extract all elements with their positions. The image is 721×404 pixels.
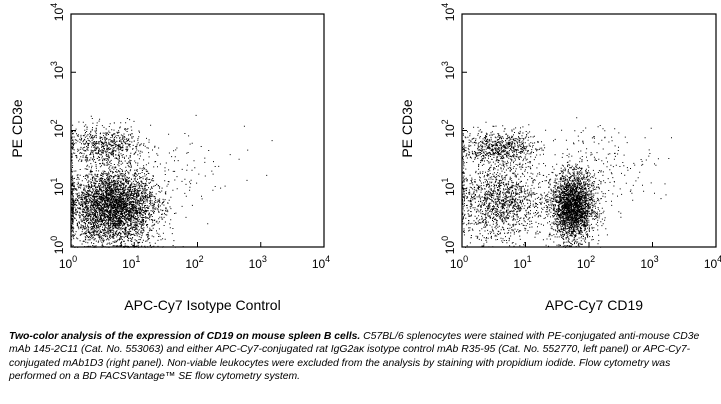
scatter-points <box>71 114 273 248</box>
svg-text:103: 103 <box>49 61 66 79</box>
x-tick-label: 102 <box>577 254 595 271</box>
population-1-points <box>536 136 615 248</box>
x-axis-label: APC-Cy7 Isotype Control <box>124 297 280 313</box>
population-2-points <box>71 115 170 174</box>
caption-title: Two-color analysis of the expression of … <box>9 331 361 342</box>
y-axis-label: PE CD3e <box>399 99 415 158</box>
svg-text:102: 102 <box>49 119 66 137</box>
svg-text:101: 101 <box>49 178 66 196</box>
x-tick-label: 104 <box>704 254 721 271</box>
svg-text:103: 103 <box>440 61 457 79</box>
population-3-points <box>462 121 583 174</box>
x-axis-label: APC-Cy7 CD19 <box>545 297 643 313</box>
y-tick-label: 103 <box>49 61 66 79</box>
y-axis-label: PE CD3e <box>9 99 25 158</box>
x-tick-label: 102 <box>185 254 203 271</box>
right-panel: 100 101 102 103 104 100 101 102 103 104 PE CD3e APC… <box>399 3 721 313</box>
x-tick-label: 100 <box>450 254 468 271</box>
svg-text:101: 101 <box>440 178 457 196</box>
y-tick-label: 100 <box>49 236 66 254</box>
y-tick-label: 104 <box>440 3 457 21</box>
svg-text:102: 102 <box>440 119 457 137</box>
population-1-points <box>71 139 209 248</box>
x-tick-label: 101 <box>513 254 531 271</box>
y-tick-label: 102 <box>49 119 66 137</box>
left-panel: 100 101 102 103 104 100 101 102 103 104 PE CD3e APC… <box>9 3 330 313</box>
svg-text:100: 100 <box>49 236 66 254</box>
x-tick-label: 103 <box>640 254 658 271</box>
x-tick-label: 104 <box>312 254 330 271</box>
x-tick-label: 100 <box>59 254 77 271</box>
y-tick-label: 102 <box>440 119 457 137</box>
scatter-points <box>462 117 672 248</box>
population-2-points <box>462 133 586 248</box>
svg-text:104: 104 <box>440 3 457 21</box>
caption-body: C57BL/6 splenocytes were stained with PE… <box>9 331 700 383</box>
x-tick-label: 101 <box>122 254 140 271</box>
y-tick-label: 100 <box>440 236 457 254</box>
svg-text:100: 100 <box>440 236 457 254</box>
svg-text:104: 104 <box>49 3 66 21</box>
y-tick-label: 101 <box>440 178 457 196</box>
x-tick-label: 103 <box>249 254 267 271</box>
population-4-points <box>527 117 672 222</box>
y-tick-label: 104 <box>49 3 66 21</box>
y-tick-label: 101 <box>49 178 66 196</box>
y-tick-label: 103 <box>440 61 457 79</box>
figure-caption: Two-color analysis of the expression of … <box>9 330 709 384</box>
